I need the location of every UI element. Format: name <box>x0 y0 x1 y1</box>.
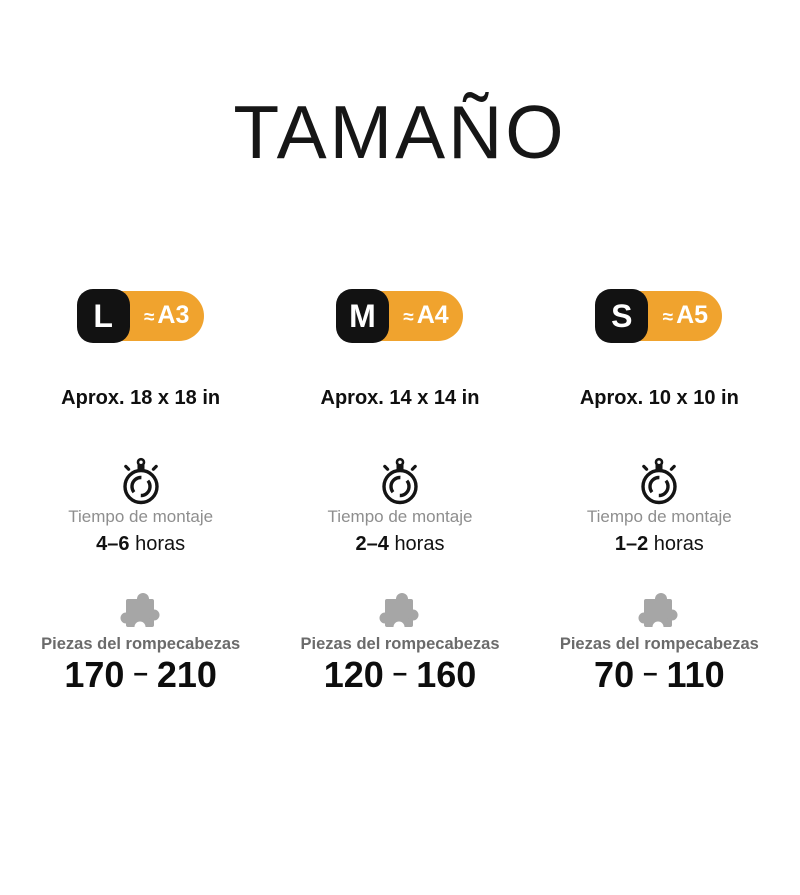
approx-symbol: ≈ <box>143 306 155 328</box>
assembly-time-value: 4–6 horas <box>96 531 185 557</box>
assembly-time-value: 1–2 horas <box>615 531 704 557</box>
size-badge-l: L ≈ A3 <box>76 289 204 343</box>
pieces-dash: – <box>392 659 408 688</box>
dimensions-text: Aprox. 10 x 10 in <box>579 387 739 409</box>
puzzle-piece-icon <box>638 593 678 633</box>
assembly-time-range: 2–4 <box>355 533 389 555</box>
paper-size-label: ≈ A3 <box>78 290 204 343</box>
stopwatch-icon <box>122 457 159 505</box>
size-letter: M <box>349 297 376 334</box>
paper-size: A4 <box>416 300 449 329</box>
pieces-range: 120–160 <box>324 655 477 699</box>
page-title: TAMAÑO <box>233 90 567 174</box>
pieces-max: 110 <box>666 654 725 695</box>
size-column-s: S ≈ A5 Aprox. 10 x 10 in Tiempo de montaj… <box>530 170 789 699</box>
assembly-time-unit: horas <box>394 533 445 555</box>
pieces-dash: – <box>133 659 148 688</box>
assembly-time-unit: horas <box>653 533 704 555</box>
size-badge-m: M ≈ A4 <box>335 289 463 343</box>
size-letter: L <box>93 297 113 334</box>
pieces-label: Piezas del rompecabezas <box>559 635 759 653</box>
size-column-l: L ≈ A3 Aprox. 18 x 18 in Tiempo de montaj… <box>11 170 270 699</box>
puzzle-piece-icon <box>379 593 419 633</box>
paper-size: A3 <box>157 300 190 329</box>
assembly-time-label: Tiempo de montaje <box>327 507 473 526</box>
size-badge-s: S ≈ A5 <box>595 289 723 343</box>
stopwatch-icon <box>641 457 678 505</box>
pieces-max: 210 <box>156 654 217 695</box>
paper-size-label: ≈ A4 <box>337 290 463 343</box>
assembly-time-unit: horas <box>135 533 186 555</box>
pieces-label: Piezas del rompecabezas <box>300 635 500 653</box>
pieces-dash: – <box>643 659 658 688</box>
size-column-m: M ≈ A4 Aprox. 14 x 14 in Tiempo de montaj… <box>270 170 529 699</box>
pieces-max: 160 <box>416 654 477 695</box>
paper-size: A5 <box>676 300 709 329</box>
size-infographic: TAMAÑO L ≈ A3 Aprox. 18 x 18 in <box>0 95 800 895</box>
dimensions-text: Aprox. 14 x 14 in <box>320 387 480 409</box>
dimensions-text: Aprox. 18 x 18 in <box>61 387 221 409</box>
size-columns: L ≈ A3 Aprox. 18 x 18 in Tiempo de montaj… <box>0 170 800 699</box>
size-letter-circle: L <box>76 289 130 343</box>
approx-symbol: ≈ <box>662 306 674 328</box>
size-letter: S <box>611 297 633 334</box>
paper-size-label: ≈ A5 <box>596 290 722 343</box>
pieces-range: 170–210 <box>64 655 217 699</box>
assembly-time-label: Tiempo de montaje <box>586 507 732 526</box>
pieces-range: 70–110 <box>594 655 725 699</box>
assembly-time-value: 2–4 horas <box>356 531 445 557</box>
pieces-min: 120 <box>323 654 384 695</box>
size-letter-circle: S <box>595 289 649 343</box>
pieces-label: Piezas del rompecabezas <box>41 635 241 653</box>
assembly-time-range: 1–2 <box>614 533 649 555</box>
approx-symbol: ≈ <box>403 306 414 328</box>
stopwatch-icon <box>382 457 418 505</box>
pieces-min: 170 <box>64 654 125 695</box>
size-letter-circle: M <box>335 289 389 343</box>
pieces-min: 70 <box>594 654 635 695</box>
puzzle-piece-icon <box>120 593 160 633</box>
assembly-time-label: Tiempo de montaje <box>68 507 214 526</box>
assembly-time-range: 4–6 <box>96 533 130 555</box>
